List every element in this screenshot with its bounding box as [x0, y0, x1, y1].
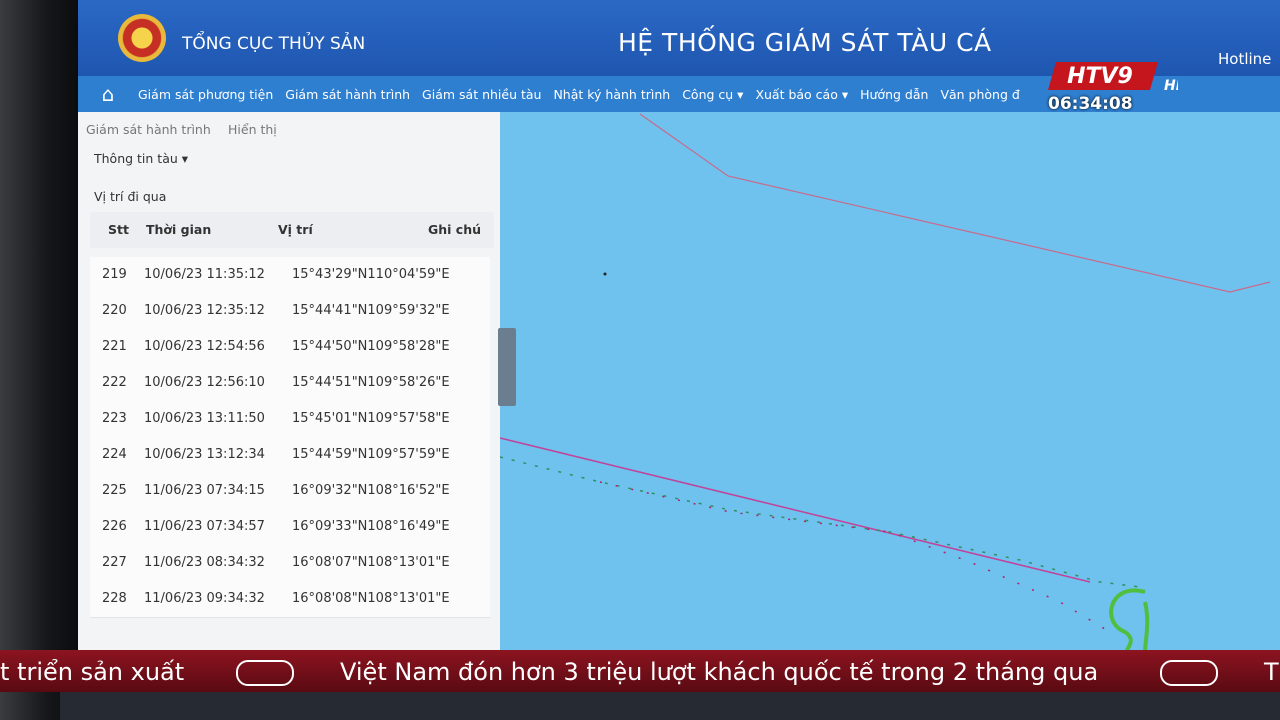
track-dots [599, 481, 1111, 633]
nav-item[interactable]: Hướng dẫn [860, 86, 929, 102]
info-dropdown[interactable]: Thông tin tàu ▾ [94, 151, 189, 166]
table-row[interactable]: 221 10/06/23 12:54:56 15°44'50"N109°58'28"… [90, 329, 490, 366]
table-cell: 221 [102, 339, 127, 354]
section-title: Vị trí đi qua [94, 189, 167, 204]
track-cluster [1109, 588, 1150, 652]
table-cell: 223 [102, 411, 127, 426]
hd-badge: HD [1164, 78, 1178, 92]
table-cell: 224 [102, 447, 127, 462]
scrollbar[interactable] [498, 328, 516, 406]
table-cell: 15°44'50"N109°58'28"E [292, 339, 450, 354]
table-cell: 10/06/23 12:56:10 [144, 375, 265, 390]
track-line [500, 437, 1091, 583]
org-name: TỔNG CỤC THỦY SẢN [182, 34, 366, 54]
table-cell: 222 [102, 375, 127, 390]
map-point [603, 272, 607, 276]
table-row[interactable]: 227 11/06/23 08:34:32 16°08'07"N108°13'01"… [90, 545, 490, 582]
table-cell: 11/06/23 08:34:32 [144, 555, 265, 570]
table-row[interactable]: 222 10/06/23 12:56:10 15°44'51"N109°58'26"… [90, 365, 490, 402]
nav-item[interactable]: Giám sát nhiều tàu [422, 86, 542, 102]
table-row[interactable]: 224 10/06/23 13:12:34 15°44'59"N109°57'59"… [90, 437, 490, 474]
table-cell: 10/06/23 13:11:50 [144, 411, 265, 426]
nav-item[interactable]: Giám sát phương tiện [138, 86, 274, 102]
table-cell: 16°09'32"N108°16'52"E [292, 483, 450, 498]
table-cell: 15°44'51"N109°58'26"E [292, 375, 450, 390]
table-row[interactable]: 225 11/06/23 07:34:15 16°09'32"N108°16'52"… [90, 473, 490, 510]
track-line [639, 113, 1271, 293]
map [500, 112, 1280, 652]
column-header: Thời gian [146, 222, 212, 237]
table-cell: 16°09'33"N108°16'49"E [292, 519, 450, 534]
column-header: Vị trí [278, 222, 313, 237]
table-row[interactable]: 228 11/06/23 09:34:32 16°08'08"N108°13'01"… [90, 581, 490, 618]
table-cell: 219 [102, 267, 127, 282]
logo-bg [1048, 62, 1158, 90]
ticker-logo [236, 660, 294, 686]
hotline[interactable]: Hotline [1218, 50, 1272, 68]
table-cell: 228 [102, 591, 127, 606]
nav-item[interactable]: Nhật ký hành trình [553, 86, 671, 102]
clock: 06:34:08 [1048, 94, 1133, 114]
taskbar [60, 692, 1280, 720]
table-header [90, 212, 494, 248]
table-row[interactable]: 223 10/06/23 13:11:50 15°45'01"N109°57'58"… [90, 401, 490, 438]
display-link[interactable]: Hiển thị [228, 122, 277, 137]
table-cell: 10/06/23 12:54:56 [144, 339, 265, 354]
table-cell: 15°43'29"N110°04'59"E [292, 267, 450, 282]
ticker-logo [1160, 660, 1218, 686]
table-cell: 11/06/23 09:34:32 [144, 591, 265, 606]
table-cell: 225 [102, 483, 127, 498]
nav-item[interactable]: Công cụ ▾ [682, 86, 744, 102]
column-header: Stt [108, 222, 129, 237]
table-cell: 10/06/23 13:12:34 [144, 447, 265, 462]
nav-bar: ⌂ Giám sát phương tiện Giám sát hành trìn… [78, 76, 1280, 112]
table-cell: 226 [102, 519, 127, 534]
emblem [118, 14, 166, 62]
channel-logo: HTV9 HD [1048, 62, 1178, 92]
table-cell: 15°44'59"N109°57'59"E [292, 447, 450, 462]
column-header: Ghi chú [428, 222, 482, 237]
ticker-text: Việt Nam đón hơn 3 triệu lượt khách quốc… [340, 658, 1099, 686]
table-cell: 16°08'07"N108°13'01"E [292, 555, 450, 570]
nav-item[interactable]: Giám sát hành trình [285, 86, 411, 102]
monitor-bezel [0, 0, 78, 720]
table-cell: 16°08'08"N108°13'01"E [292, 591, 450, 606]
table-cell: 15°44'41"N109°59'32"E [292, 303, 450, 318]
table-cell: 11/06/23 07:34:57 [144, 519, 265, 534]
system-title: HỆ THỐNG GIÁM SÁT TÀU CÁ [618, 28, 992, 57]
nav-item[interactable]: Xuất báo cáo ▾ [755, 86, 849, 102]
ticker-text: T [1264, 658, 1279, 686]
breadcrumb[interactable]: Giám sát hành trình [86, 122, 211, 137]
nav-item[interactable]: Văn phòng đ [940, 86, 1020, 102]
table-cell: 11/06/23 07:34:15 [144, 483, 265, 498]
table-cell: 10/06/23 11:35:12 [144, 267, 265, 282]
table-cell: 227 [102, 555, 127, 570]
channel: HTV9 [1067, 64, 1133, 89]
table-row[interactable]: 219 10/06/23 11:35:12 15°43'29"N110°04'59"… [90, 257, 490, 294]
side-panel: Giám sát hành trình Hiển thị Thông tin t… [78, 112, 500, 652]
table-cell: 220 [102, 303, 127, 318]
table-row[interactable]: 220 10/06/23 12:35:12 15°44'41"N109°59'32"… [90, 293, 490, 330]
table-cell: 10/06/23 12:35:12 [144, 303, 265, 318]
news-ticker: t triển sản xuất Việt Nam đón hơn 3 triệ… [0, 650, 1280, 692]
table-cell: 15°45'01"N109°57'58"E [292, 411, 450, 426]
header: TỔNG CỤC THỦY SẢN HỆ THỐNG GIÁM SÁT TÀU … [78, 0, 1280, 76]
ticker-text: t triển sản xuất [0, 658, 185, 686]
table-row[interactable]: 226 11/06/23 07:34:57 16°09'33"N108°16'49"… [90, 509, 490, 546]
track-dots [500, 456, 1141, 588]
home-icon[interactable]: ⌂ [101, 82, 115, 106]
